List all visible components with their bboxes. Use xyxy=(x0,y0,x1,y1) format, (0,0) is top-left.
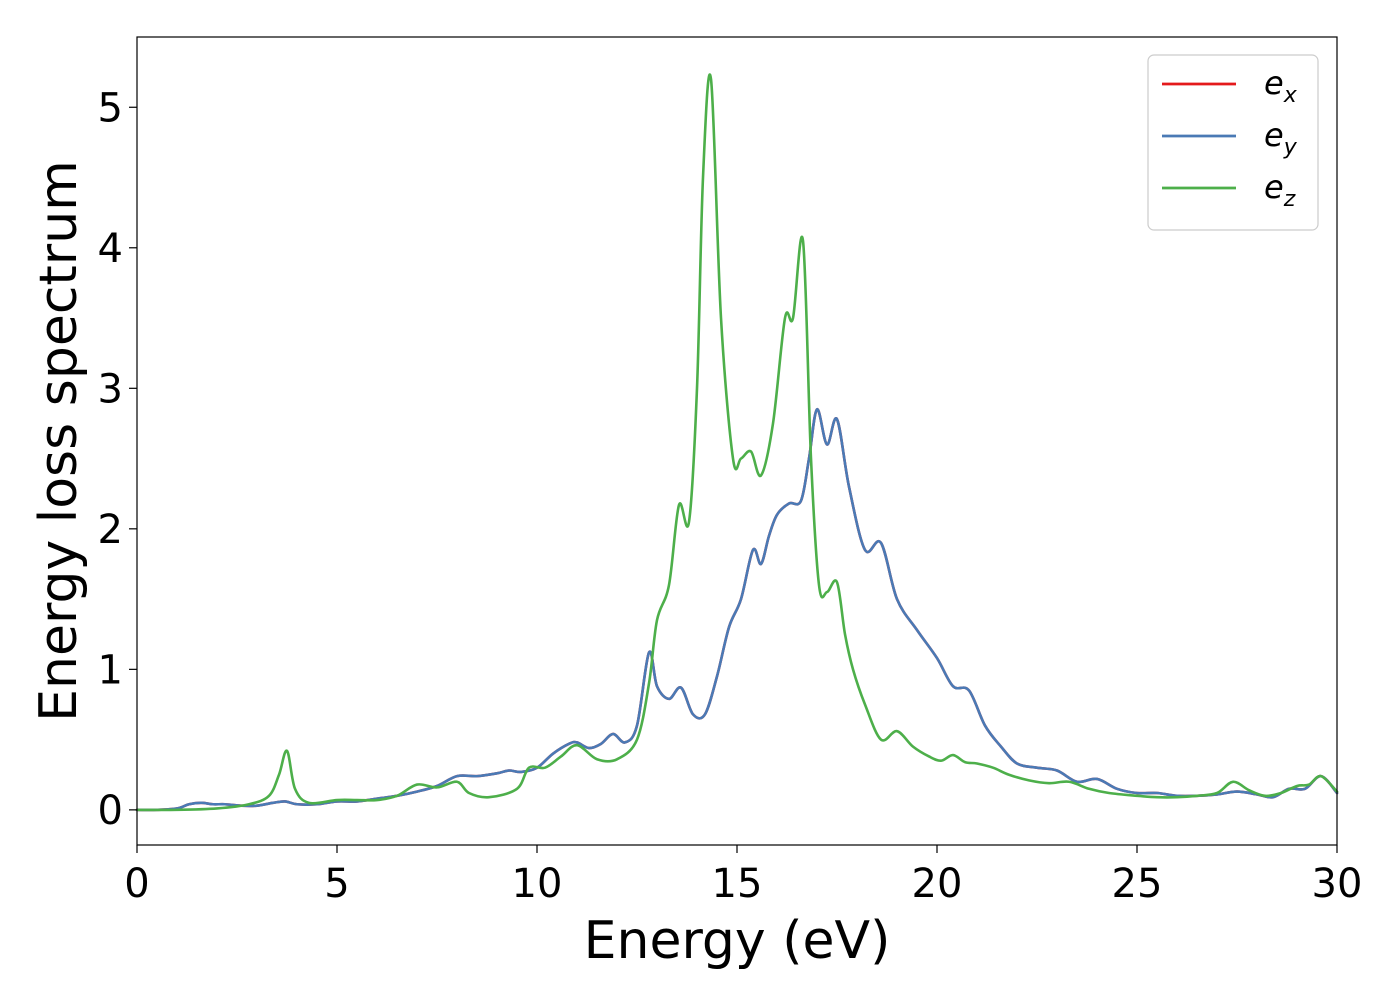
legend: ex ey ez xyxy=(1147,54,1319,231)
y-tick-label: 0 xyxy=(98,788,123,834)
x-tick-label: 5 xyxy=(324,861,349,907)
y-axis-ticks: 0 1 2 3 4 5 xyxy=(98,85,137,834)
legend-box xyxy=(1147,54,1319,231)
series-line-y xyxy=(135,408,1339,812)
x-tick-label: 15 xyxy=(712,861,763,907)
y-tick-label: 5 xyxy=(98,85,123,131)
x-tick-label: 0 xyxy=(124,861,149,907)
y-tick-label: 4 xyxy=(98,226,123,272)
y-tick-label: 2 xyxy=(98,507,123,553)
series-line-z xyxy=(135,73,1339,812)
legend-label-z: ez xyxy=(1264,168,1296,212)
legend-label-x: ex xyxy=(1264,64,1298,108)
series-layer xyxy=(135,73,1339,812)
x-tick-label: 30 xyxy=(1312,861,1363,907)
y-tick-label: 3 xyxy=(98,366,123,412)
plot-background xyxy=(137,37,1337,845)
y-axis-label: Energy loss spectrum xyxy=(29,160,89,722)
x-tick-label: 10 xyxy=(512,861,563,907)
x-axis-ticks: 0 5 10 15 20 25 30 xyxy=(124,845,1362,907)
y-tick-label: 1 xyxy=(98,647,123,693)
x-tick-label: 20 xyxy=(912,861,963,907)
x-axis-label: Energy (eV) xyxy=(584,911,891,971)
legend-label-y: ey xyxy=(1264,116,1298,160)
x-tick-label: 25 xyxy=(1112,861,1163,907)
